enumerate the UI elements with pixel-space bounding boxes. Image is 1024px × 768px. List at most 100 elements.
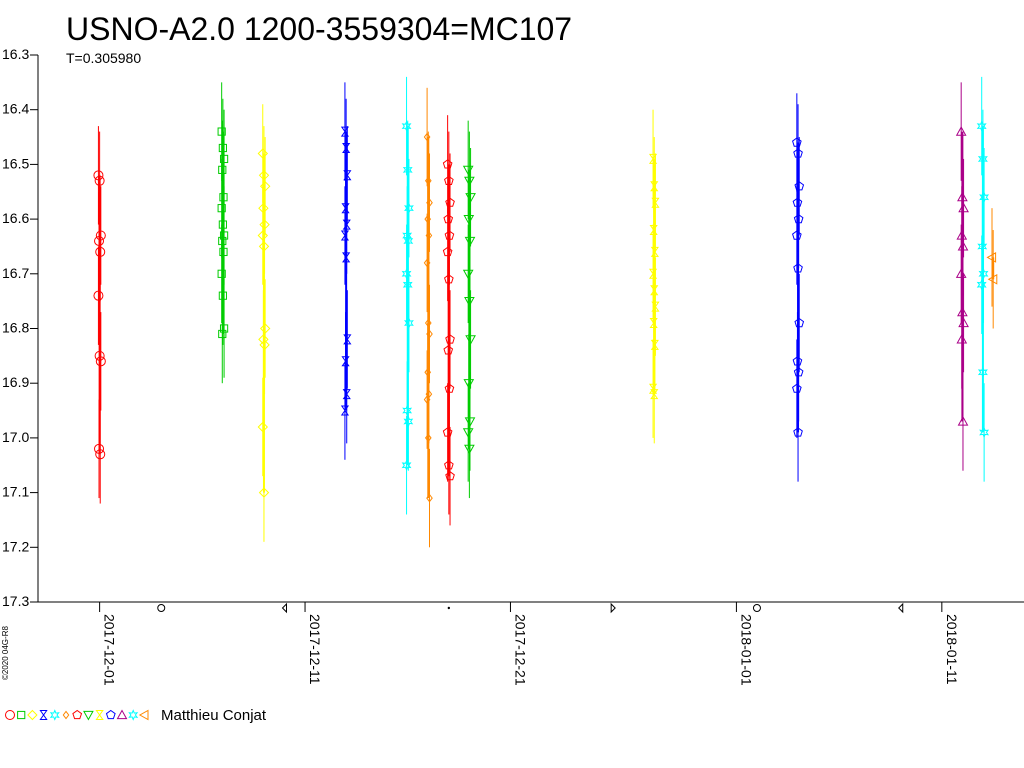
data-point: [976, 278, 987, 291]
moon-phase-marker-full: [752, 604, 761, 612]
data-point: [651, 197, 660, 208]
legend-symbol-diamond: [27, 709, 38, 721]
data-point: [445, 471, 455, 481]
data-point: [257, 230, 269, 241]
y-tick-label: 16.8: [2, 320, 29, 336]
data-point: [423, 132, 431, 142]
y-tick-label: 16.4: [2, 101, 29, 117]
series-2: [257, 104, 271, 542]
data-point: [219, 324, 229, 333]
data-point: [404, 317, 414, 329]
data-point: [259, 323, 271, 334]
data-point: [794, 317, 805, 328]
y-tick-label: 17.2: [2, 538, 29, 554]
x-tick-label: 2017-12-11: [307, 614, 323, 685]
data-point: [95, 230, 106, 241]
legend-symbol-star: [128, 709, 139, 721]
data-point: [462, 428, 474, 438]
data-point: [217, 204, 226, 213]
y-tick-label: 17.1: [2, 484, 29, 500]
data-point: [404, 202, 414, 214]
plot-area: [93, 76, 998, 548]
legend-symbol-square: [17, 710, 26, 720]
legend-symbol-triangle-down: [83, 710, 94, 721]
y-tick-label: 16.9: [2, 374, 29, 390]
data-point: [257, 421, 269, 433]
data-point: [401, 459, 412, 472]
series-10: [955, 82, 969, 471]
data-point: [445, 334, 455, 344]
data-point: [792, 230, 802, 240]
data-point: [442, 427, 453, 437]
data-point: [651, 301, 660, 312]
data-point: [259, 181, 271, 192]
data-point: [792, 383, 802, 393]
x-tick-label: 2018-01-01: [738, 614, 754, 686]
series-1: [217, 82, 229, 384]
data-point: [445, 197, 455, 207]
legend-symbol-triangle-left: [138, 709, 149, 721]
data-point: [217, 127, 226, 136]
chart-subtitle: T=0.305980: [66, 50, 141, 66]
legend-symbol-pentagon: [105, 709, 116, 720]
data-point: [343, 170, 352, 181]
y-tick-label: 16.5: [2, 155, 29, 171]
data-point: [342, 252, 351, 263]
data-point: [442, 246, 453, 257]
legend-symbol-diamond-small: [62, 710, 70, 720]
data-point: [792, 137, 802, 147]
data-point: [219, 154, 229, 164]
y-tick-label: 17.0: [2, 429, 29, 445]
data-point: [650, 389, 659, 400]
legend-symbol-hourglass: [95, 710, 104, 720]
data-point: [986, 252, 997, 263]
legend-symbol-circle: [5, 710, 15, 720]
data-point: [93, 170, 104, 181]
series-9: [792, 93, 805, 482]
data-point: [217, 269, 226, 278]
y-tick-label: 16.3: [2, 46, 29, 62]
y-tick-label: 16.7: [2, 265, 29, 281]
data-point: [979, 191, 990, 203]
data-point: [979, 426, 990, 439]
x-tick-label: 2017-12-01: [102, 614, 118, 686]
data-point: [401, 268, 412, 280]
legend-symbol-pentagon: [72, 709, 83, 720]
data-point: [650, 246, 659, 257]
legend-symbol-star: [49, 709, 60, 721]
series-11: [976, 76, 990, 482]
legend-symbols: [5, 709, 149, 721]
series-12: [986, 208, 998, 329]
series-7: [462, 120, 476, 499]
data-point: [95, 356, 106, 367]
legend-symbol-triangle-up: [116, 709, 128, 720]
moon-phase-markers: [157, 602, 904, 614]
y-tick-label: 17.3: [2, 593, 29, 609]
y-tick-label: 16.6: [2, 210, 29, 226]
series-0: [93, 126, 106, 504]
data-point: [793, 427, 803, 437]
moon-phase-marker-last-quarter: [281, 602, 287, 614]
data-point: [342, 389, 351, 400]
observer-label: Matthieu Conjat: [161, 707, 267, 724]
data-point: [342, 219, 351, 230]
x-tick-label: 2017-12-21: [512, 614, 528, 686]
data-point: [258, 487, 270, 498]
data-point: [442, 159, 453, 169]
copyright-note: ©2020 04G-R8: [1, 626, 10, 680]
data-point: [957, 415, 969, 426]
data-point: [976, 120, 987, 132]
y-axis-ticks: 16.3 16.4 16.5 16.6 16.7 16.8 16.9 17.0 17.1 17.2…: [2, 46, 38, 609]
legend-symbol-hourglass: [39, 710, 48, 720]
data-point: [794, 181, 805, 191]
data-point: [343, 334, 352, 345]
moon-phase-marker-last-quarter: [898, 602, 904, 614]
moon-phase-marker-full: [157, 604, 166, 612]
series-8: [648, 109, 660, 444]
data-point: [257, 148, 269, 159]
data-point: [955, 126, 967, 136]
x-tick-label: 2018-01-11: [944, 614, 960, 685]
x-axis-ticks: 2017-12-01 2017-12-11 2017-12-21 2018-01-01…: [99, 602, 960, 686]
data-point: [462, 269, 474, 280]
